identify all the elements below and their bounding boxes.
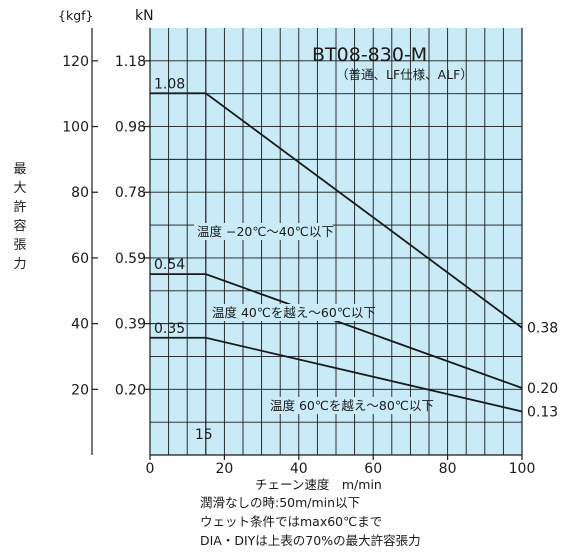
kgf-tick-label: 100 [62,120,89,136]
series-name-bg [267,397,426,414]
series-start-label: 0.54 [154,257,185,273]
series-name: 温度 40℃を越え〜60℃以下 [212,305,376,320]
chart-labels: {kgf} kN チェーン速度 m/min BT08-830-M（普通、LF仕様、AL… [58,8,558,492]
y-unit-kn: kN [135,8,154,24]
note-line-2: ウェット条件ではmax60℃まで [200,514,383,529]
kn-tick-label: 0.59 [115,251,146,267]
kn-tick-label: 0.98 [115,120,146,136]
kn-tick-label: 0.39 [115,317,146,333]
y-axis-title: 最大許容張力 [13,162,27,272]
knee-label: 15 [195,427,213,443]
x-tick-label: 100 [509,461,536,477]
series-name: 温度 −20℃〜40℃以下 [197,224,334,239]
note-line-1: 潤滑なしの時:50m/min以下 [200,495,361,510]
x-axis-title: チェーン速度 m/min [255,477,382,492]
series-lines [150,92,523,413]
note-line-3: DIA・DIYは上表の70%の最大許容張力 [200,533,421,548]
series-end-label: 0.20 [527,381,558,397]
y-unit-kgf: {kgf} [58,8,93,23]
series-end-label: 0.38 [527,321,558,337]
kn-tick-label: 0.78 [115,185,146,201]
series-start-label: 1.08 [154,76,185,92]
axes: 20 40 60 80 100 120 0.20 0.39 0.59 0.78 0.98 1.18 0 2… [62,28,535,477]
x-tick-label: 60 [364,461,382,477]
kgf-tick-label: 80 [71,185,89,201]
x-tick-label: 20 [215,461,233,477]
kgf-tick-label: 60 [71,251,89,267]
series-name-bg [194,223,333,240]
kn-tick-label: 1.18 [115,54,146,70]
grid [150,28,522,455]
series-name-bg [209,304,368,321]
series-line [150,273,523,389]
x-tick-label: 40 [290,461,308,477]
chart-subtitle: （普通、LF仕様、ALF） [336,67,473,82]
kn-tick-label: 0.20 [115,382,146,398]
x-tick-label: 80 [439,461,457,477]
series-line [150,336,523,413]
series-start-label: 0.35 [154,321,185,337]
series-end-label: 0.13 [527,404,558,420]
kgf-tick-label: 120 [62,54,89,70]
kgf-tick-label: 40 [71,317,89,333]
series-line [150,92,523,329]
series-name: 温度 60℃を越え〜80℃以下 [270,398,434,413]
kgf-tick-label: 20 [71,382,89,398]
x-tick-label: 0 [146,461,155,477]
chart-title: BT08-830-M [312,44,427,66]
